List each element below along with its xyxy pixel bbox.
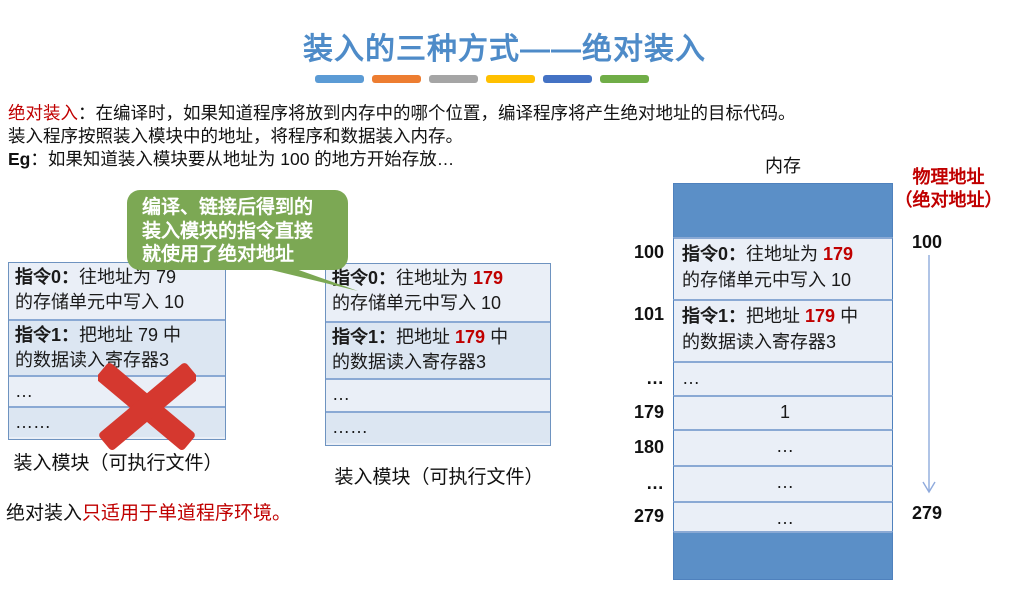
memory-row-279: 279 …	[617, 501, 893, 531]
title-accent-bars	[315, 75, 649, 83]
memory-value-1: 1	[673, 395, 893, 429]
intro-line-3: Eg：如果知道装入模块要从地址为 100 的地方开始存放…	[8, 149, 455, 169]
intro-line-1: 绝对装入：在编译时，如果知道程序将放到内存中的哪个位置，编译程序将产生绝对地址的…	[8, 103, 796, 123]
memory-address: 100	[633, 242, 664, 262]
memory-reserved-block	[673, 531, 893, 580]
physical-address-title: 物理地址 （绝对地址）	[894, 167, 1003, 210]
memory-row-os-bottom	[617, 531, 893, 580]
memory-reserved-block	[673, 183, 893, 237]
memory-address: 279	[633, 505, 664, 526]
conclusion-note: 绝对装入只适用于单道程序环境。	[6, 503, 292, 524]
callout-text: 编译、链接后得到的 装入模块的指令直接 就使用了绝对地址	[142, 197, 314, 265]
memory-address: …	[646, 367, 664, 388]
accent-bar-gray	[429, 75, 478, 83]
address-179: 179	[823, 244, 854, 264]
table-row: …	[326, 378, 550, 411]
load-module-table-after: 指令0：往地址为 179 的存储单元中写入 10 指令1：把地址 179 中 的…	[325, 263, 551, 446]
table-row: 指令0：往地址为 79 的存储单元中写入 10	[9, 263, 225, 319]
memory-address: 180	[633, 436, 664, 457]
accent-bar-navy	[543, 75, 592, 83]
page-title: 装入的三种方式——绝对装入	[303, 33, 706, 66]
address-179: 179	[455, 327, 486, 347]
physical-address-top: 100	[911, 232, 943, 252]
memory-row-dots: … …	[617, 465, 893, 501]
conclusion-highlight: 只适用于单道程序环境。	[82, 503, 292, 524]
intro-line-2: 装入程序按照装入模块中的地址，将程序和数据装入内存。	[8, 126, 463, 146]
accent-bar-blue	[315, 75, 364, 83]
memory-row-180: 180 …	[617, 429, 893, 465]
error-x-icon	[96, 360, 198, 455]
accent-bar-green	[600, 75, 649, 83]
memory-address: 179	[633, 401, 664, 422]
memory-row-179: 179 1	[617, 395, 893, 429]
load-module-table-before: 指令0：往地址为 79 的存储单元中写入 10 指令1：把地址 79 中 的数据…	[8, 262, 226, 440]
memory-label: 内存	[765, 156, 801, 176]
intro-paragraph: 绝对装入：在编译时，如果知道程序将放到内存中的哪个位置，编译程序将产生绝对地址的…	[8, 102, 1008, 171]
table-row: 指令1：把地址 179 中 的数据读入寄存器3	[326, 321, 550, 378]
left-module-caption: 装入模块（可执行文件）	[13, 453, 223, 474]
accent-bar-yellow	[486, 75, 535, 83]
physical-address-bottom: 279	[911, 503, 943, 523]
memory-row-os-top	[617, 183, 893, 237]
table-row: 指令1：把地址 79 中 的数据读入寄存器3	[9, 319, 225, 375]
accent-bar-orange	[372, 75, 421, 83]
table-row: 指令0：往地址为 179 的存储单元中写入 10	[326, 264, 550, 321]
memory-address: …	[646, 472, 664, 493]
memory-row-dots: … …	[617, 361, 893, 395]
memory-row-100: 100 指令0：往地址为 179 的存储单元中写入 10	[617, 237, 893, 299]
down-arrow-icon	[921, 255, 937, 500]
intro-term: 绝对装入	[8, 103, 78, 123]
mid-module-caption: 装入模块（可执行文件）	[334, 467, 544, 488]
address-179: 179	[805, 306, 836, 326]
memory-row-101: 101 指令1：把地址 179 中 的数据读入寄存器3	[617, 299, 893, 361]
callout-bubble: 编译、链接后得到的 装入模块的指令直接 就使用了绝对地址	[126, 189, 366, 295]
table-row: ……	[326, 411, 550, 443]
memory-table: 100 指令0：往地址为 179 的存储单元中写入 10 101 指令1：把地址…	[617, 183, 909, 580]
speech-bubble-shape	[127, 190, 358, 291]
address-179: 179	[473, 268, 504, 288]
memory-address: 101	[633, 304, 664, 324]
